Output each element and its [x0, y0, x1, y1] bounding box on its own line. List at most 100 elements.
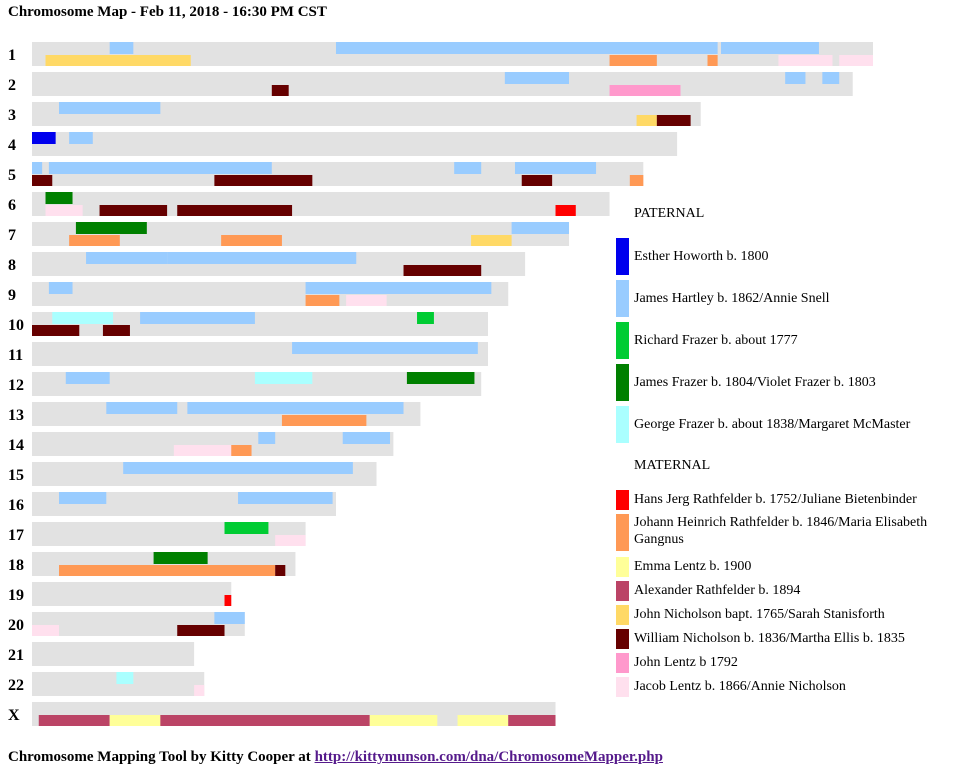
segment-johann [707, 55, 718, 66]
segment-nicholson [45, 55, 191, 66]
segment-jamesfrazer [153, 552, 208, 564]
chromosome-label: 19 [8, 587, 24, 604]
chromosome-bar-2 [32, 72, 853, 96]
legend-label: John Nicholson bapt. 1765/Sarah Stanisfo… [634, 607, 885, 622]
segment-nicholson [636, 115, 657, 126]
segment-johann [609, 55, 657, 66]
segment-johann [221, 235, 282, 246]
legend-swatch [616, 581, 629, 601]
segment-jacob [778, 55, 833, 66]
chromosome-label: 18 [8, 557, 24, 574]
segment-johann [305, 295, 340, 306]
chromosome-label: 4 [8, 137, 16, 154]
segment-emma [369, 715, 438, 726]
segment-hartley [258, 432, 276, 444]
chromosome-label: 3 [8, 107, 16, 124]
legend-swatch [616, 605, 629, 625]
segment-hartley [32, 162, 43, 174]
chromosome-label: 16 [8, 497, 24, 514]
segment-richard [224, 522, 269, 534]
segment-hartley [214, 612, 245, 624]
segment-george [254, 372, 313, 384]
legend-swatch [616, 490, 629, 510]
segment-johann [629, 175, 644, 186]
segment-richard [417, 312, 434, 324]
legend-paternal-heading: PATERNAL [634, 206, 705, 221]
legend-swatch [616, 557, 629, 577]
legend-label: George Frazer b. about 1838/Margaret McM… [634, 417, 911, 432]
segment-jacob [32, 625, 60, 636]
segment-jacob [194, 685, 205, 696]
segment-william [403, 265, 482, 276]
segment-hartley [86, 252, 168, 264]
segment-hartley [785, 72, 806, 84]
segment-johann [281, 415, 367, 426]
segment-alexander [508, 715, 556, 726]
chromosome-bar-21 [32, 642, 195, 666]
segment-william [177, 625, 225, 636]
segment-hartley [511, 222, 570, 234]
segment-hartley [504, 72, 570, 84]
legend-swatch [616, 653, 629, 673]
legend-swatch [616, 677, 629, 697]
legend-swatch [616, 406, 629, 443]
segment-hartley [514, 162, 597, 174]
legend-label: Jacob Lentz b. 1866/Annie Nicholson [634, 679, 846, 694]
chromosome-label: 15 [8, 467, 24, 484]
segment-hartley [69, 132, 93, 144]
segment-hartley [187, 402, 404, 414]
segment-emma [109, 715, 161, 726]
footer-text: Chromosome Mapping Tool by Kitty Cooper … [8, 749, 315, 765]
legend-label: Hans Jerg Rathfelder b. 1752/Juliane Bie… [634, 492, 917, 507]
chromosome-label: 13 [8, 407, 24, 424]
segment-alexander [160, 715, 370, 726]
segment-esther [32, 132, 56, 144]
segment-william [102, 325, 130, 336]
footer-link[interactable]: http://kittymunson.com/dna/ChromosomeMap… [314, 749, 663, 765]
segment-johnlentz [609, 85, 681, 96]
legend-label: Emma Lentz b. 1900 [634, 559, 752, 574]
segment-william [99, 205, 168, 216]
segment-hartley [238, 492, 333, 504]
segment-william [275, 565, 286, 576]
segment-jacob [45, 205, 83, 216]
segment-hartley [721, 42, 819, 54]
segment-hartley [822, 72, 840, 84]
footer: Chromosome Mapping Tool by Kitty Cooper … [8, 749, 663, 766]
segment-hans [224, 595, 232, 606]
chromosome-label: 1 [8, 47, 16, 64]
chromosome-label: 9 [8, 287, 16, 304]
segment-william [521, 175, 553, 186]
legend-label: Alexander Rathfelder b. 1894 [634, 583, 801, 598]
segment-george [52, 312, 114, 324]
legend-swatch [616, 238, 629, 275]
segment-jamesfrazer [75, 222, 147, 234]
segment-hartley [59, 102, 161, 114]
segment-william [32, 325, 80, 336]
chromosome-label: 7 [8, 227, 16, 244]
segment-william [214, 175, 313, 186]
segment-hartley [305, 282, 492, 294]
segment-hartley [342, 432, 391, 444]
legend-maternal-heading: MATERNAL [634, 458, 711, 473]
segment-william [271, 85, 289, 96]
segment-william [656, 115, 691, 126]
segment-hartley [59, 492, 107, 504]
chromosome-label: 10 [8, 317, 24, 334]
segment-jacob [173, 445, 232, 456]
chromosome-label: 12 [8, 377, 24, 394]
legend-label: James Hartley b. 1862/Annie Snell [634, 291, 830, 306]
segment-hartley [48, 162, 272, 174]
segment-george [116, 672, 134, 684]
segment-alexander [38, 715, 110, 726]
chromosome-bar-4 [32, 132, 678, 156]
legend-swatch [616, 280, 629, 317]
segment-emma [457, 715, 509, 726]
segment-jacob [346, 295, 387, 306]
legend-label: Richard Frazer b. about 1777 [634, 333, 798, 348]
chromosome-label: 2 [8, 77, 16, 94]
chromosome-label: 20 [8, 617, 24, 634]
segment-hartley [123, 462, 353, 474]
segment-jamesfrazer [45, 192, 73, 204]
legend-swatch [616, 322, 629, 359]
